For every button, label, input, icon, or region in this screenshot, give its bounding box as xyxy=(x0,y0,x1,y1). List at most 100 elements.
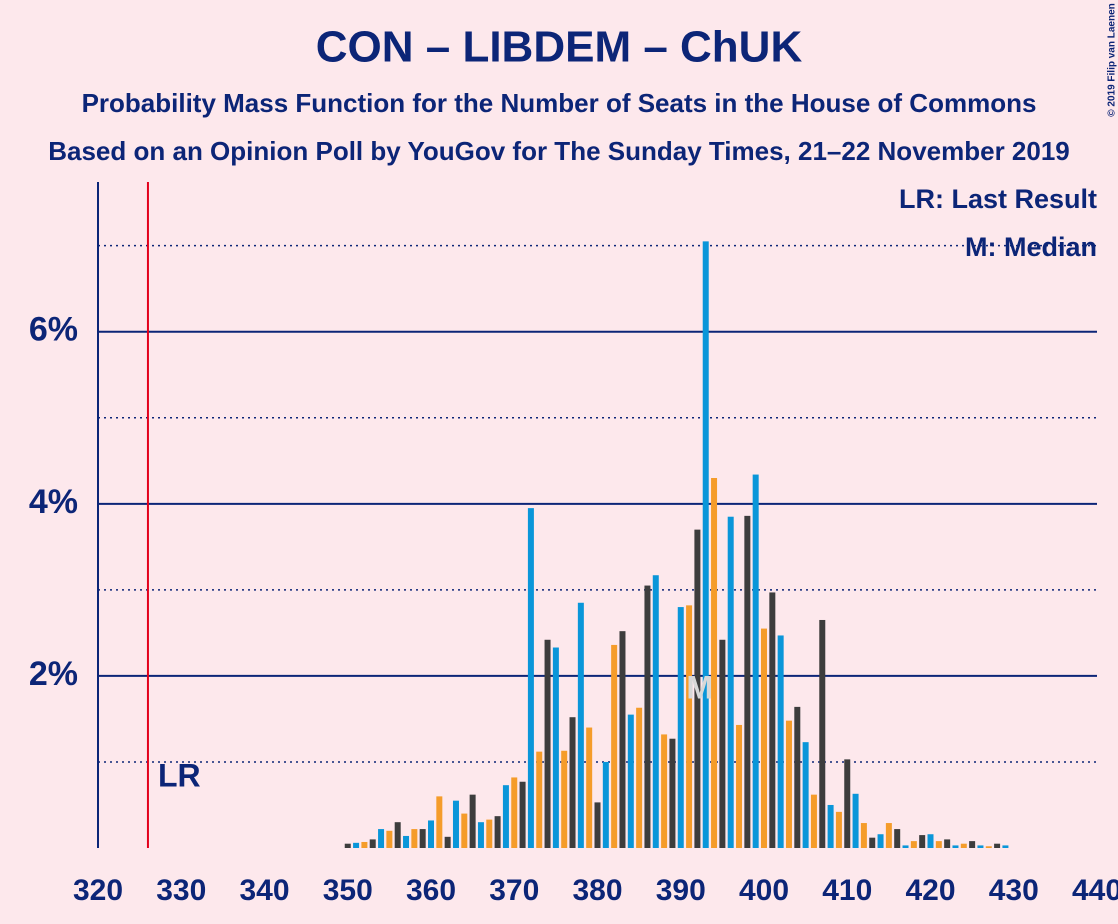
bar xyxy=(935,841,942,848)
legend-entry: LR: Last Result xyxy=(899,184,1097,214)
bar xyxy=(469,794,476,848)
x-tick-label: 430 xyxy=(989,874,1039,907)
bar xyxy=(344,843,351,848)
bar xyxy=(594,802,601,848)
bar xyxy=(902,845,909,848)
bar xyxy=(544,639,551,848)
bar xyxy=(860,823,867,848)
bar xyxy=(835,811,842,848)
x-tick-label: 400 xyxy=(739,874,789,907)
bar xyxy=(627,714,634,848)
bar xyxy=(794,706,801,848)
bar xyxy=(785,720,792,848)
bar xyxy=(844,759,851,848)
bar xyxy=(444,836,451,848)
bar xyxy=(577,602,584,848)
bar xyxy=(977,845,984,848)
bar xyxy=(619,631,626,848)
bar xyxy=(910,841,917,848)
bar xyxy=(378,829,385,848)
bar xyxy=(885,823,892,848)
bar xyxy=(769,592,776,848)
bar xyxy=(694,529,701,848)
chart-title: CON – LIBDEM – ChUK xyxy=(316,23,803,72)
bar xyxy=(502,785,509,848)
bar xyxy=(353,842,360,848)
bar xyxy=(569,717,576,848)
bar xyxy=(602,761,609,848)
bar xyxy=(652,575,659,848)
bar xyxy=(869,837,876,848)
bar xyxy=(394,822,401,848)
bar xyxy=(952,845,959,848)
bar xyxy=(403,835,410,848)
bar xyxy=(827,804,834,848)
x-tick-label: 350 xyxy=(323,874,373,907)
bar xyxy=(436,796,443,848)
bar xyxy=(486,819,493,848)
bar xyxy=(477,822,484,848)
bar xyxy=(611,644,618,848)
bar xyxy=(761,628,767,848)
bar xyxy=(494,816,501,848)
bar xyxy=(661,734,668,848)
bar xyxy=(994,843,1001,848)
y-tick-label: 2% xyxy=(29,655,78,693)
bar xyxy=(369,839,376,848)
bar xyxy=(586,727,593,848)
bar xyxy=(719,639,726,848)
x-tick-label: 380 xyxy=(572,874,622,907)
bar xyxy=(702,241,709,849)
bar xyxy=(985,846,992,848)
bar xyxy=(927,834,934,848)
copyright: © 2019 Filip van Laenen xyxy=(1107,3,1118,117)
bar xyxy=(944,839,951,848)
bar xyxy=(727,516,734,848)
bar xyxy=(428,820,434,848)
bar xyxy=(819,619,826,848)
bar xyxy=(536,751,543,848)
x-tick-label: 420 xyxy=(905,874,955,907)
chart-subtitle: Probability Mass Function for the Number… xyxy=(82,88,1037,118)
bar xyxy=(361,841,368,848)
x-tick-label: 340 xyxy=(239,874,289,907)
bar xyxy=(744,515,751,848)
bar xyxy=(561,750,568,848)
bar xyxy=(777,635,784,848)
bar xyxy=(711,478,718,848)
median-label: M xyxy=(686,669,713,705)
bar xyxy=(960,843,967,848)
x-tick-label: 360 xyxy=(406,874,456,907)
bar xyxy=(919,835,926,848)
bar xyxy=(736,724,743,848)
bar xyxy=(386,830,393,848)
bar xyxy=(810,794,817,848)
bar xyxy=(644,585,651,848)
legend-entry: M: Median xyxy=(965,232,1097,262)
bar xyxy=(686,605,693,848)
bar xyxy=(411,829,418,848)
bar xyxy=(752,474,759,848)
chart-subtitle: Based on an Opinion Poll by YouGov for T… xyxy=(48,136,1070,166)
bar xyxy=(894,829,901,848)
bar xyxy=(969,841,976,848)
x-tick-label: 370 xyxy=(489,874,539,907)
x-tick-label: 330 xyxy=(156,874,206,907)
bar xyxy=(519,781,526,848)
y-tick-label: 4% xyxy=(29,483,78,521)
y-tick-label: 6% xyxy=(29,311,78,349)
bar xyxy=(419,829,426,848)
x-tick-label: 440 xyxy=(1072,874,1118,907)
bar xyxy=(552,647,559,848)
x-tick-label: 410 xyxy=(822,874,872,907)
bar xyxy=(852,793,859,848)
bar xyxy=(802,742,809,848)
x-tick-label: 390 xyxy=(656,874,706,907)
bar xyxy=(669,738,676,848)
bar xyxy=(877,834,884,848)
bar xyxy=(527,508,534,848)
bar xyxy=(677,607,684,848)
last-result-label: LR xyxy=(158,757,201,793)
bar xyxy=(452,800,459,848)
